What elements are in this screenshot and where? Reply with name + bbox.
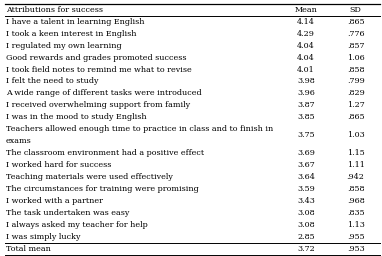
Text: 4.04: 4.04 bbox=[297, 54, 315, 62]
Text: .865: .865 bbox=[347, 18, 364, 26]
Text: .968: .968 bbox=[347, 197, 364, 205]
Text: Teaching materials were used effectively: Teaching materials were used effectively bbox=[6, 173, 173, 181]
Text: 4.29: 4.29 bbox=[297, 30, 315, 38]
Text: I worked hard for success: I worked hard for success bbox=[6, 161, 112, 169]
Text: 2.85: 2.85 bbox=[297, 233, 315, 241]
Text: .955: .955 bbox=[347, 233, 364, 241]
Text: 3.85: 3.85 bbox=[297, 113, 315, 121]
Text: Good rewards and grades promoted success: Good rewards and grades promoted success bbox=[6, 54, 187, 62]
Text: SD: SD bbox=[350, 6, 362, 14]
Text: 1.11: 1.11 bbox=[347, 161, 365, 169]
Text: I took a keen interest in English: I took a keen interest in English bbox=[6, 30, 137, 38]
Text: 3.08: 3.08 bbox=[297, 209, 315, 217]
Text: .942: .942 bbox=[347, 173, 365, 181]
Text: 3.59: 3.59 bbox=[297, 185, 315, 193]
Text: I worked with a partner: I worked with a partner bbox=[6, 197, 103, 205]
Text: .865: .865 bbox=[347, 113, 364, 121]
Text: 4.14: 4.14 bbox=[297, 18, 315, 26]
Text: 3.75: 3.75 bbox=[297, 131, 315, 139]
Text: .857: .857 bbox=[347, 42, 364, 50]
Text: I felt the need to study: I felt the need to study bbox=[6, 78, 99, 86]
Text: 1.06: 1.06 bbox=[347, 54, 364, 62]
Text: I was in the mood to study English: I was in the mood to study English bbox=[6, 113, 147, 121]
Text: I took field notes to remind me what to revise: I took field notes to remind me what to … bbox=[6, 66, 192, 73]
Text: .799: .799 bbox=[347, 78, 364, 86]
Text: Mean: Mean bbox=[295, 6, 317, 14]
Text: The classroom environment had a positive effect: The classroom environment had a positive… bbox=[6, 149, 204, 157]
Text: .858: .858 bbox=[347, 66, 364, 73]
Text: 1.27: 1.27 bbox=[347, 101, 364, 109]
Text: .829: .829 bbox=[347, 89, 364, 98]
Text: A wide range of different tasks were introduced: A wide range of different tasks were int… bbox=[6, 89, 202, 98]
Text: .858: .858 bbox=[347, 185, 364, 193]
Text: Teachers allowed enough time to practice in class and to finish in: Teachers allowed enough time to practice… bbox=[6, 125, 274, 133]
Text: I regulated my own learning: I regulated my own learning bbox=[6, 42, 122, 50]
Text: 1.13: 1.13 bbox=[347, 221, 365, 229]
Text: 3.43: 3.43 bbox=[297, 197, 315, 205]
Text: The task undertaken was easy: The task undertaken was easy bbox=[6, 209, 129, 217]
Text: 3.98: 3.98 bbox=[297, 78, 315, 86]
Text: 3.69: 3.69 bbox=[297, 149, 315, 157]
Text: I always asked my teacher for help: I always asked my teacher for help bbox=[6, 221, 148, 229]
Text: 4.01: 4.01 bbox=[297, 66, 315, 73]
Text: 3.72: 3.72 bbox=[297, 245, 315, 253]
Text: 1.03: 1.03 bbox=[347, 131, 364, 139]
Text: I received overwhelming support from family: I received overwhelming support from fam… bbox=[6, 101, 190, 109]
Text: .776: .776 bbox=[347, 30, 364, 38]
Text: Attributions for success: Attributions for success bbox=[6, 6, 103, 14]
Text: exams: exams bbox=[6, 137, 32, 145]
Text: 3.64: 3.64 bbox=[297, 173, 315, 181]
Text: I was simply lucky: I was simply lucky bbox=[6, 233, 81, 241]
Text: 1.15: 1.15 bbox=[347, 149, 364, 157]
Text: .835: .835 bbox=[347, 209, 364, 217]
Text: I have a talent in learning English: I have a talent in learning English bbox=[6, 18, 145, 26]
Text: 4.04: 4.04 bbox=[297, 42, 315, 50]
Text: .953: .953 bbox=[347, 245, 364, 253]
Text: Total mean: Total mean bbox=[6, 245, 51, 253]
Text: The circumstances for training were promising: The circumstances for training were prom… bbox=[6, 185, 199, 193]
Text: 3.08: 3.08 bbox=[297, 221, 315, 229]
Text: 3.87: 3.87 bbox=[297, 101, 315, 109]
Text: 3.96: 3.96 bbox=[297, 89, 315, 98]
Text: 3.67: 3.67 bbox=[297, 161, 315, 169]
